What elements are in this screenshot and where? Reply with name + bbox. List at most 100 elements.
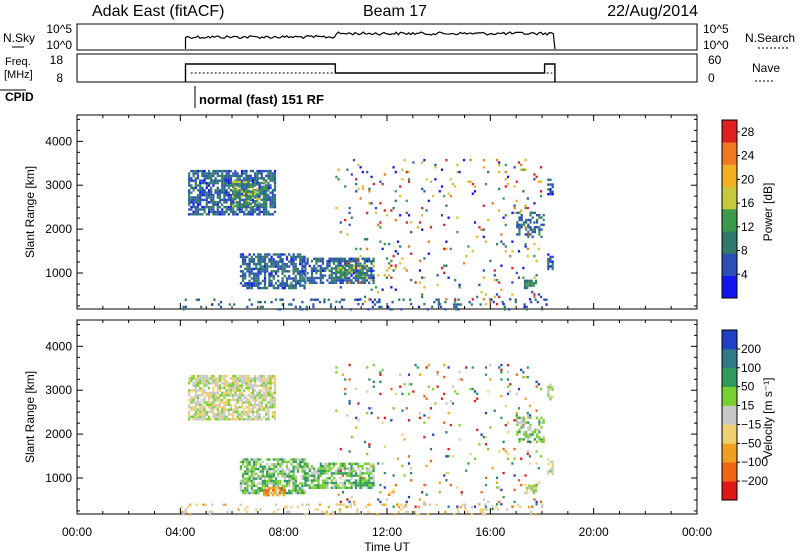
heatmap-cell	[489, 259, 492, 263]
heatmap-cell	[234, 174, 237, 178]
heatmap-cell	[283, 253, 286, 256]
heatmap-cell	[260, 384, 263, 387]
heatmap-cell	[530, 484, 533, 487]
heatmap-cell	[249, 197, 252, 200]
heatmap-cell	[201, 391, 204, 395]
heatmap-cell	[405, 407, 408, 410]
heatmap-cell	[205, 205, 208, 209]
heatmap-cell	[522, 426, 525, 429]
heatmap-cell	[359, 477, 362, 480]
heatmap-cell	[445, 247, 448, 251]
heatmap-cell	[256, 415, 259, 419]
heatmap-cell	[246, 255, 249, 259]
heatmap-cell	[227, 193, 230, 197]
heatmap-cell	[539, 180, 543, 183]
heatmap-cell	[350, 486, 353, 489]
heatmap-cell	[343, 279, 347, 282]
heatmap-cell	[524, 375, 527, 379]
heatmap-cell	[205, 418, 208, 421]
heatmap-cell	[365, 479, 369, 482]
heatmap-cell	[207, 401, 211, 404]
heatmap-cell	[352, 158, 356, 162]
heatmap-cell	[445, 471, 448, 475]
heatmap-cell	[247, 179, 250, 182]
heatmap-cell	[238, 418, 241, 421]
heatmap-cell	[517, 479, 521, 482]
heatmap-cell	[214, 394, 217, 397]
heatmap-cell	[241, 274, 245, 278]
heatmap-cell	[504, 178, 507, 181]
heatmap-cell	[223, 394, 226, 397]
heatmap-cell	[256, 413, 259, 416]
heatmap-cell	[374, 206, 378, 210]
heatmap-cell	[328, 281, 331, 284]
colorbar-swatch	[722, 231, 737, 254]
heatmap-cell	[312, 305, 315, 309]
heatmap-cell	[352, 266, 356, 269]
heatmap-cell	[263, 479, 267, 483]
heatmap-cell	[251, 213, 255, 216]
heatmap-cell	[343, 267, 347, 270]
heatmap-cell	[335, 274, 338, 277]
heatmap-cell	[506, 385, 510, 388]
heatmap-cell	[303, 489, 306, 492]
heatmap-cell	[366, 366, 369, 369]
heatmap-cell	[301, 277, 304, 280]
heatmap-cell	[325, 513, 328, 516]
heatmap-cell	[539, 500, 543, 504]
heatmap-cell	[212, 413, 215, 416]
heatmap-cell	[249, 408, 252, 411]
heatmap-cell	[256, 408, 259, 411]
heatmap-cell	[245, 177, 248, 180]
heatmap-cell	[196, 208, 200, 211]
heatmap-cell	[241, 260, 245, 263]
heatmap-cell	[232, 192, 235, 196]
heatmap-cell	[188, 177, 191, 180]
heatmap-cell	[245, 398, 248, 402]
heatmap-cell	[539, 166, 543, 169]
heatmap-cell	[379, 373, 382, 376]
heatmap-cell	[227, 181, 230, 185]
heatmap-cell	[321, 465, 325, 468]
heatmap-cell	[207, 377, 211, 380]
heatmap-cell	[236, 177, 239, 180]
heatmap-cell	[449, 178, 452, 181]
heatmap-cell	[515, 180, 518, 183]
heatmap-cell	[251, 384, 255, 387]
heatmap-cell	[252, 279, 256, 283]
heatmap-cell	[210, 205, 213, 209]
heatmap-cell	[410, 383, 413, 386]
heatmap-cell	[279, 255, 282, 259]
heatmap-cell	[270, 262, 273, 266]
heatmap-cell	[277, 463, 280, 466]
heatmap-cell	[221, 208, 224, 211]
heatmap-cell	[335, 409, 338, 412]
heatmap-cell	[212, 398, 215, 402]
heatmap-cell	[292, 267, 295, 271]
heatmap-cell	[361, 302, 364, 306]
heatmap-cell	[245, 396, 248, 399]
heatmap-cell	[306, 276, 309, 280]
heatmap-cell	[509, 254, 512, 258]
heatmap-cell	[267, 406, 270, 409]
heatmap-cell	[240, 174, 244, 178]
heatmap-cell	[262, 185, 265, 188]
heatmap-cell	[192, 413, 195, 416]
heatmap-cell	[234, 377, 237, 380]
heatmap-cell	[315, 267, 318, 270]
heatmap-cell	[361, 276, 364, 280]
heatmap-cell	[240, 204, 243, 208]
heatmap-cell	[263, 253, 267, 256]
heatmap-cell	[243, 172, 246, 175]
heatmap-cell	[274, 282, 278, 285]
heatmap-cell	[270, 491, 273, 495]
heatmap-cell	[216, 210, 219, 214]
heatmap-cell	[201, 189, 204, 192]
heatmap-cell	[346, 474, 349, 477]
heatmap-cell	[229, 403, 233, 407]
heatmap-cell	[258, 391, 261, 395]
heatmap-cell	[341, 257, 344, 260]
heatmap-cell	[250, 482, 253, 485]
heatmap-cell	[239, 253, 242, 256]
heatmap-cell	[354, 274, 358, 277]
